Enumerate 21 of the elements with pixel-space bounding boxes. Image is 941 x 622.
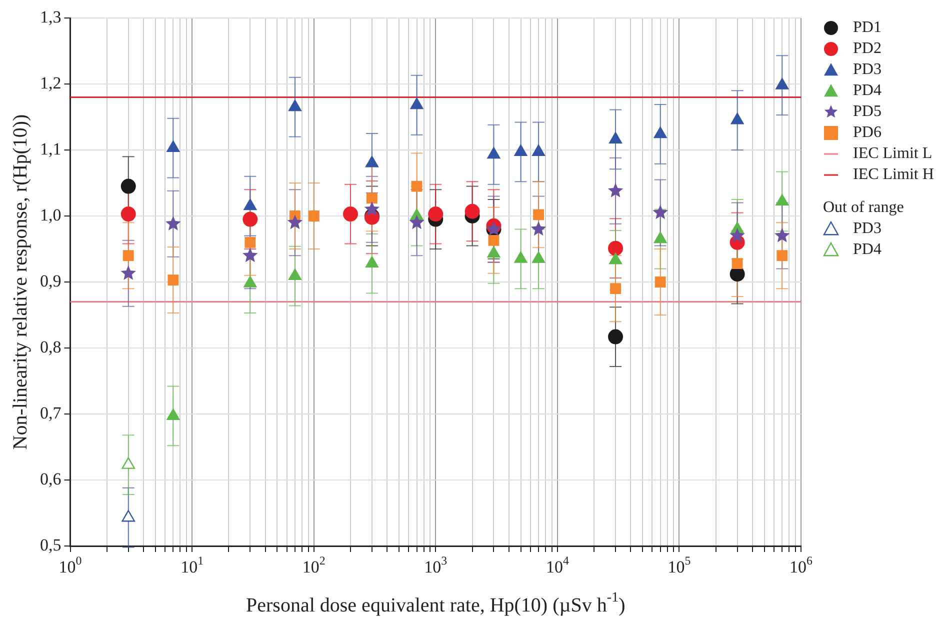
y-tick-label: 1,3 <box>40 7 62 26</box>
y-tick-label: 0,9 <box>40 271 62 290</box>
legend-title: Out of range <box>823 199 904 216</box>
y-tick-label: 1,0 <box>40 205 62 224</box>
legend-label: PD4 <box>853 82 882 100</box>
legend-label: PD6 <box>853 124 882 142</box>
y-tick-label: 1,2 <box>40 73 62 92</box>
legend-label: IEC Limit H <box>853 166 934 184</box>
legend-label: PD3 <box>853 61 882 78</box>
legend-label: PD3 <box>853 220 882 238</box>
y-axis-title: Non-linearity relative response, r(Hp(10)) <box>9 114 32 450</box>
y-tick-label: 0,5 <box>40 535 62 554</box>
y-tick-label: 0,7 <box>40 403 62 422</box>
legend-label: PD2 <box>853 40 882 58</box>
y-tick-label: 0,6 <box>40 469 62 488</box>
legend-label: PD1 <box>853 19 882 36</box>
legend-label: PD4 <box>853 241 882 258</box>
legend-label: PD5 <box>853 103 882 120</box>
y-tick-label: 1,1 <box>40 139 62 158</box>
legend-label: IEC Limit L <box>853 145 932 162</box>
y-tick-label: 0,8 <box>40 337 62 356</box>
